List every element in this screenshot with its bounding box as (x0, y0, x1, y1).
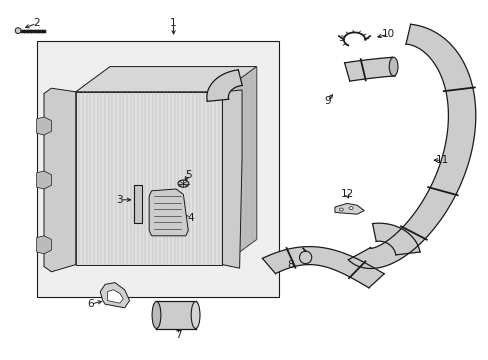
Text: 9: 9 (324, 96, 330, 106)
Text: 5: 5 (184, 170, 191, 180)
Text: 2: 2 (33, 18, 40, 28)
Text: 3: 3 (116, 195, 123, 205)
Polygon shape (206, 70, 242, 101)
Polygon shape (107, 290, 123, 303)
Polygon shape (37, 236, 51, 254)
Polygon shape (100, 283, 129, 308)
Text: 6: 6 (87, 299, 94, 309)
Text: 7: 7 (175, 330, 182, 340)
Text: 11: 11 (435, 155, 448, 165)
Polygon shape (149, 189, 188, 236)
Text: 4: 4 (187, 213, 194, 223)
Polygon shape (37, 117, 51, 135)
Ellipse shape (15, 28, 21, 33)
Text: 1: 1 (170, 18, 177, 28)
Polygon shape (372, 223, 419, 255)
Polygon shape (76, 92, 222, 265)
Polygon shape (262, 247, 384, 288)
Ellipse shape (299, 251, 311, 264)
Polygon shape (222, 67, 256, 265)
Text: 8: 8 (287, 260, 294, 270)
Polygon shape (347, 24, 475, 269)
Ellipse shape (339, 208, 343, 211)
Ellipse shape (191, 301, 200, 328)
Text: 10: 10 (382, 29, 394, 39)
Polygon shape (76, 67, 256, 92)
Polygon shape (37, 41, 278, 297)
Polygon shape (156, 301, 195, 329)
Polygon shape (344, 57, 394, 81)
Text: 12: 12 (340, 189, 353, 199)
Polygon shape (222, 90, 242, 268)
Ellipse shape (388, 57, 397, 76)
Ellipse shape (348, 207, 352, 210)
Polygon shape (334, 203, 364, 214)
Polygon shape (134, 185, 142, 223)
Ellipse shape (178, 180, 188, 187)
Ellipse shape (152, 301, 161, 328)
Polygon shape (44, 88, 76, 272)
Polygon shape (37, 171, 51, 189)
